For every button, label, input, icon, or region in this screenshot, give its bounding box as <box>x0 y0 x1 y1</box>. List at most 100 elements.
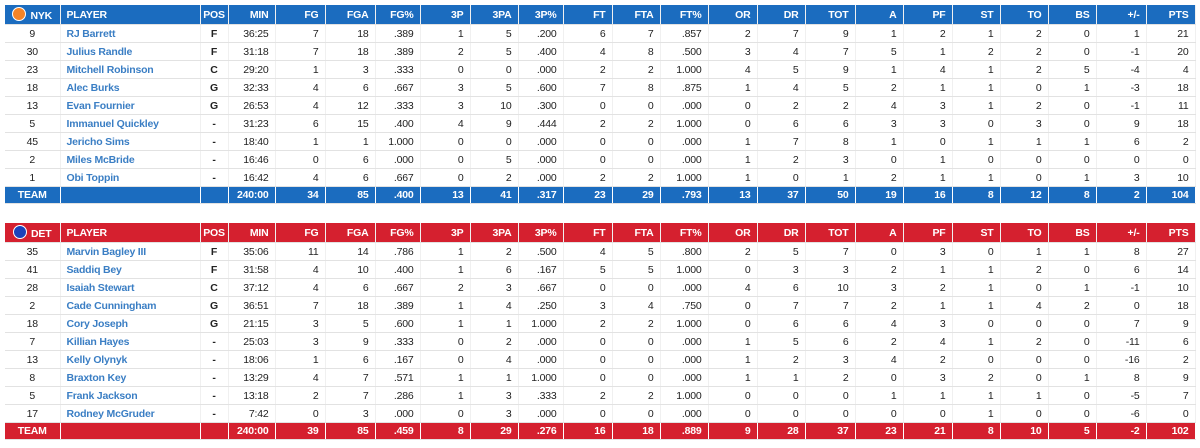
stat-cell: 2 <box>952 368 1001 387</box>
stat-cell: 18 <box>325 296 376 315</box>
stat-cell: 7 <box>757 132 806 151</box>
stat-cell: 6 <box>325 278 376 297</box>
total-cell: 28 <box>757 422 806 440</box>
player-name[interactable]: Jericho Sims <box>60 132 201 151</box>
stat-cell: 0 <box>420 332 471 351</box>
header-text: 3PA <box>492 8 512 21</box>
stat-cell: 7 <box>1146 386 1196 405</box>
player-name[interactable]: Evan Fournier <box>60 96 201 115</box>
column-header: PF <box>903 223 953 243</box>
player-name[interactable]: Miles McBride <box>60 150 201 169</box>
player-name[interactable]: Alec Burks <box>60 78 201 97</box>
stat-cell: 6 <box>325 350 376 369</box>
header-text: POS <box>203 226 225 239</box>
stat-cell: 2 <box>563 314 613 333</box>
stat-cell: 0 <box>1048 350 1097 369</box>
total-cell: 8 <box>952 186 1001 204</box>
column-header: FG% <box>375 5 421 25</box>
total-cell: 41 <box>470 186 519 204</box>
stat-cell: 8 <box>5 368 61 387</box>
player-name[interactable]: Cade Cunningham <box>60 296 201 315</box>
stat-cell: 2 <box>1000 332 1049 351</box>
stat-cell: 10 <box>1146 278 1196 297</box>
stat-cell: 1 <box>952 132 1001 151</box>
player-name[interactable]: Killian Hayes <box>60 332 201 351</box>
stat-cell: 5 <box>5 114 61 133</box>
column-header: OR <box>708 5 758 25</box>
stat-cell: 0 <box>420 132 471 151</box>
stat-cell: 0 <box>1000 168 1049 187</box>
stat-cell: 5 <box>325 314 376 333</box>
stat-cell: - <box>200 132 229 151</box>
stat-cell: 1 <box>1048 368 1097 387</box>
stat-cell: 4 <box>855 96 904 115</box>
stat-cell: 1 <box>1000 132 1049 151</box>
player-name[interactable]: Marvin Bagley III <box>60 242 201 261</box>
player-name[interactable]: Rodney McGruder <box>60 404 201 423</box>
player-name[interactable]: Obi Toppin <box>60 168 201 187</box>
stat-cell: 1 <box>708 168 758 187</box>
stat-cell: 4 <box>563 42 613 61</box>
stat-cell: -11 <box>1096 332 1147 351</box>
header-text: 3PA <box>492 226 512 239</box>
player-name[interactable]: Immanuel Quickley <box>60 114 201 133</box>
stat-cell: 1.000 <box>660 60 709 79</box>
player-name[interactable]: Saddiq Bey <box>60 260 201 279</box>
stat-cell: 0 <box>903 132 953 151</box>
total-cell: 50 <box>805 186 856 204</box>
stat-cell: 3 <box>903 242 953 261</box>
stat-cell: 3 <box>563 296 613 315</box>
stat-cell: 45 <box>5 132 61 151</box>
player-name[interactable]: Isaiah Stewart <box>60 278 201 297</box>
stat-cell: 1.000 <box>518 314 564 333</box>
stat-cell: 1.000 <box>660 314 709 333</box>
stat-cell: 5 <box>757 60 806 79</box>
stat-cell: 6 <box>325 78 376 97</box>
stat-cell: 0 <box>563 278 613 297</box>
team-abbr: NYK <box>30 10 53 22</box>
player-row: 13 Kelly Olynyk -18:06 1 6.167 0 4.000 0 0.000 1 2… <box>5 350 1196 369</box>
stat-cell: 11 <box>1146 96 1196 115</box>
stat-cell: 0 <box>952 114 1001 133</box>
stat-cell: 0 <box>470 132 519 151</box>
stat-cell: .857 <box>660 24 709 43</box>
stat-cell: 1 <box>708 332 758 351</box>
stat-cell: 1 <box>903 78 953 97</box>
team-total-row: TEAM 240:00 34 85.400 13 41.317 23 29.793 13 37 50… <box>5 186 1196 204</box>
stat-cell: .389 <box>375 42 421 61</box>
player-name[interactable]: Frank Jackson <box>60 386 201 405</box>
header-text: FG <box>304 226 319 239</box>
stat-cell: 2 <box>805 368 856 387</box>
player-row: 13 Evan Fournier G 26:53 4 12.333 3 10.300 0 0.00… <box>5 96 1196 115</box>
header-text: FTA <box>634 226 654 239</box>
player-name[interactable]: Cory Joseph <box>60 314 201 333</box>
column-header: DET <box>5 223 61 243</box>
player-name[interactable]: Braxton Key <box>60 368 201 387</box>
stat-cell: 0 <box>757 404 806 423</box>
stat-cell: 16:46 <box>228 150 276 169</box>
column-header: 3PA <box>470 5 519 25</box>
player-name[interactable]: RJ Barrett <box>60 24 201 43</box>
total-cell: -2 <box>1096 422 1147 440</box>
player-name[interactable]: Julius Randle <box>60 42 201 61</box>
stat-cell: 16:42 <box>228 168 276 187</box>
stat-cell: 35:06 <box>228 242 276 261</box>
total-cell: 13 <box>708 186 758 204</box>
stat-cell: .333 <box>375 332 421 351</box>
stat-cell: 5 <box>470 150 519 169</box>
stat-cell: 1 <box>952 278 1001 297</box>
stat-cell: 1 <box>903 296 953 315</box>
stat-cell: 2 <box>563 168 613 187</box>
stat-cell: 5 <box>855 42 904 61</box>
header-text: TOT <box>828 8 849 21</box>
stat-cell: 29:20 <box>228 60 276 79</box>
stat-cell: 26:53 <box>228 96 276 115</box>
player-name[interactable]: Mitchell Robinson <box>60 60 201 79</box>
stat-cell: .800 <box>660 242 709 261</box>
player-name[interactable]: Kelly Olynyk <box>60 350 201 369</box>
stat-cell: 18 <box>1146 296 1196 315</box>
stat-cell: 1 <box>952 404 1001 423</box>
stat-cell: 4 <box>708 278 758 297</box>
total-cell: 18 <box>612 422 661 440</box>
header-text: POS <box>203 8 225 21</box>
